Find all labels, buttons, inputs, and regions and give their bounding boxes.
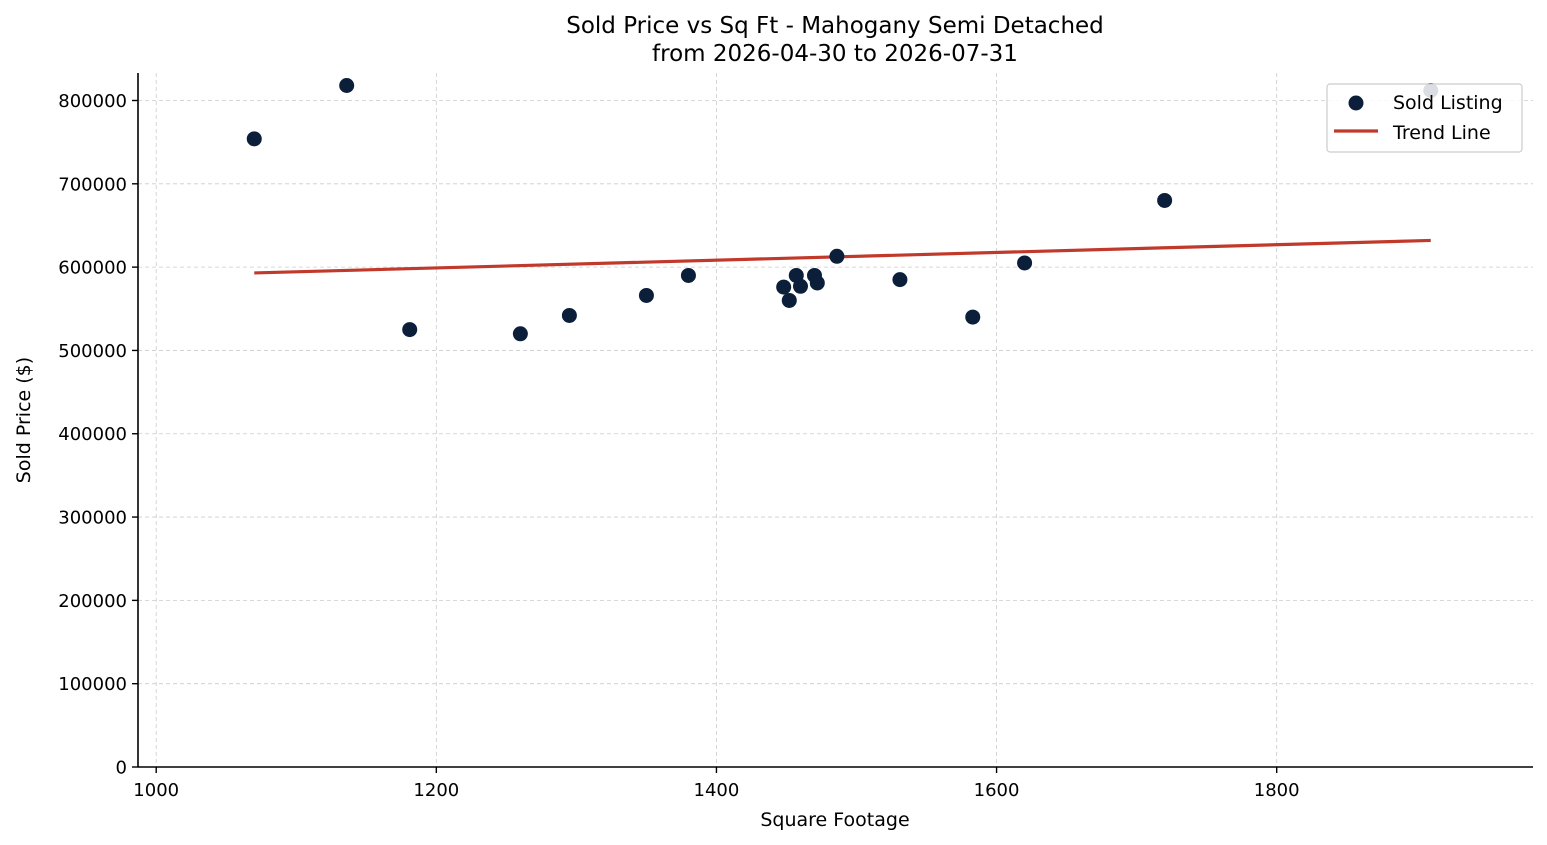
legend: Sold Listing Trend Line xyxy=(1326,83,1523,153)
sold-listing-point xyxy=(246,131,262,147)
sold-listing-point xyxy=(561,307,577,323)
x-tick-label: 1200 xyxy=(413,780,459,801)
sold-listing-point xyxy=(339,77,355,93)
x-tick-label: 1000 xyxy=(133,780,179,801)
y-tick-label: 0 xyxy=(116,758,127,779)
sold-listing-point xyxy=(1157,192,1173,208)
chart-subtitle: from 2026-04-30 to 2026-07-31 xyxy=(652,41,1018,67)
legend-box xyxy=(1326,83,1523,153)
x-axis-label: Square Footage xyxy=(760,809,909,831)
sold-listing-point xyxy=(512,326,528,342)
x-tick-label: 1600 xyxy=(974,780,1020,801)
sold-listing-point xyxy=(781,292,797,308)
y-tick-label: 200000 xyxy=(58,591,127,612)
y-axis-ticks: 0 100000 200000 300000 400000 500000 600000 700… xyxy=(58,91,138,779)
y-tick-label: 100000 xyxy=(58,674,127,695)
sold-listing-point xyxy=(965,309,981,325)
legend-label-sold-listing: Sold Listing xyxy=(1393,92,1503,114)
sold-listing-point xyxy=(1017,255,1033,271)
sold-listing-point xyxy=(402,322,418,338)
y-axis-label: Sold Price ($) xyxy=(13,357,35,483)
sold-listing-point xyxy=(776,279,792,295)
y-tick-label: 500000 xyxy=(58,341,127,362)
y-tick-label: 700000 xyxy=(58,174,127,195)
x-tick-label: 1800 xyxy=(1254,780,1300,801)
sold-listing-point xyxy=(638,287,654,303)
scatter-points xyxy=(246,77,1439,342)
sold-listing-point xyxy=(809,275,825,291)
x-tick-label: 1400 xyxy=(694,780,740,801)
chart-title: Sold Price vs Sq Ft - Mahogany Semi Deta… xyxy=(566,13,1104,39)
legend-label-trend-line: Trend Line xyxy=(1392,122,1491,144)
sold-listing-point xyxy=(829,248,845,264)
sold-listing-point xyxy=(680,267,696,283)
y-tick-label: 400000 xyxy=(58,424,127,445)
legend-marker-sold-listing xyxy=(1348,95,1364,111)
x-axis-ticks: 1000 1200 1400 1600 1800 xyxy=(133,767,1300,801)
grid-lines xyxy=(138,73,1533,768)
y-tick-label: 800000 xyxy=(58,91,127,112)
y-tick-label: 300000 xyxy=(58,508,127,529)
sold-listing-point xyxy=(892,272,908,288)
y-tick-label: 600000 xyxy=(58,258,127,279)
sold-listing-point xyxy=(792,278,808,294)
